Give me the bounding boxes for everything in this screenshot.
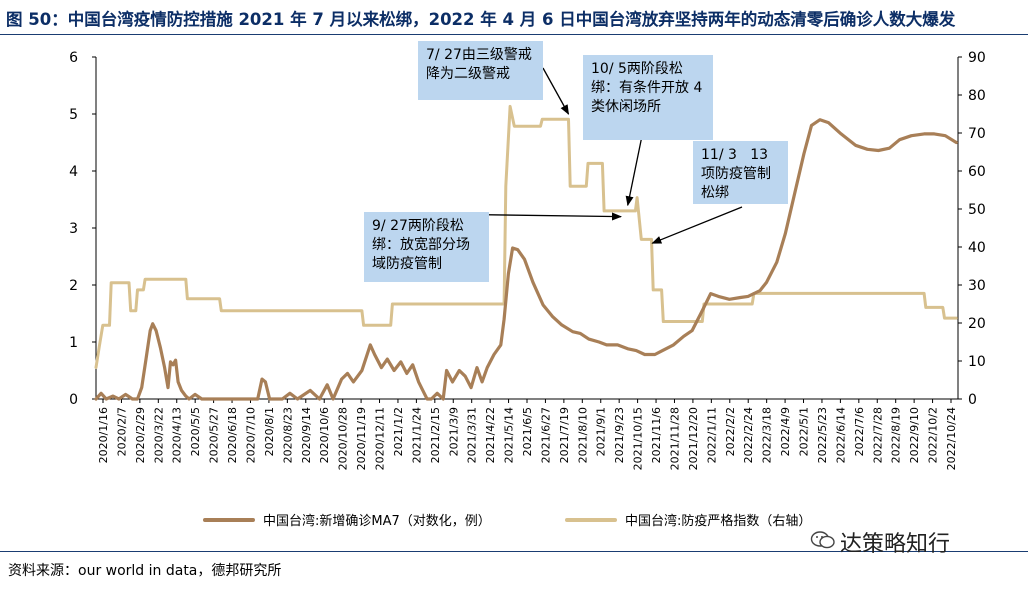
annotation-11-3: 11/ 3 13项防疫管制松绑 <box>693 141 788 204</box>
x-tick-label: 2022/8/19 <box>890 407 903 463</box>
annotation-9-27: 9/ 27两阶段松绑：放宽部分场域防疫管制 <box>364 212 489 282</box>
x-tick-label: 2022/1/11 <box>705 407 718 463</box>
x-tick-label: 2021/12/20 <box>687 407 700 470</box>
x-tick-label: 2022/10/2 <box>927 407 940 463</box>
y-left-tick-label: 2 <box>69 278 78 294</box>
x-tick-label: 2021/7/19 <box>558 407 571 463</box>
wechat-icon <box>810 531 835 549</box>
x-tick-label: 2020/5/5 <box>189 407 202 456</box>
series-layer <box>94 104 958 401</box>
series-line-stringency <box>94 104 958 369</box>
x-tick-label: 2020/10/6 <box>318 407 331 463</box>
x-tick-label: 2020/7/10 <box>244 407 257 463</box>
y-right-tick-label: 40 <box>968 240 986 256</box>
y-left-tick-label: 1 <box>69 335 78 351</box>
x-tick-label: 2021/5/14 <box>503 407 516 463</box>
x-tick-label: 2021/10/15 <box>632 407 645 470</box>
annotation-arrow <box>651 206 743 244</box>
x-tick-label: 2021/2/15 <box>429 407 442 463</box>
x-tick-label: 2022/2/24 <box>742 407 755 463</box>
x-tick-label: 2022/6/14 <box>834 407 847 463</box>
y-left-tick-label: 4 <box>69 164 78 180</box>
y-right-tick-label: 50 <box>968 202 986 218</box>
title-divider <box>0 34 1028 35</box>
x-tick-label: 2022/7/6 <box>853 407 866 456</box>
annotation-arrow <box>625 130 644 207</box>
x-tick-label: 2020/2/7 <box>115 407 128 456</box>
x-tick-label: 2022/5/23 <box>816 407 829 463</box>
y-right-tick-label: 0 <box>968 392 977 408</box>
x-tick-label: 2022/5/1 <box>798 407 811 456</box>
y-right-tick-label: 20 <box>968 316 986 332</box>
x-tick-label: 2021/1/2 <box>392 407 405 456</box>
x-tick-label: 2021/3/31 <box>466 407 479 463</box>
x-tick-label: 2021/4/22 <box>484 407 497 463</box>
x-tick-label: 2021/1/24 <box>410 407 423 463</box>
y-left-tick-label: 3 <box>69 221 78 237</box>
y-right-tick-label: 60 <box>968 164 986 180</box>
watermark: 达策略知行 <box>840 532 951 557</box>
annotation-7-27: 7/ 27由三级警戒降为二级警戒 <box>418 41 543 100</box>
x-tick-label: 2022/2/2 <box>724 407 737 456</box>
x-tick-label: 2020/10/28 <box>337 407 350 470</box>
x-tick-label: 2021/9/1 <box>595 407 608 456</box>
x-tick-label: 2022/7/28 <box>871 407 884 463</box>
x-tick-label: 2022/4/9 <box>779 407 792 456</box>
page-title: 图 50：中国台湾疫情防控措施 2021 年 7 月以来松绑，2022 年 4 … <box>6 10 956 29</box>
x-tick-label: 2020/3/22 <box>152 407 165 463</box>
x-tick-label: 2021/3/9 <box>447 407 460 456</box>
legend-label: 中国台湾:新增确诊MA7（对数化，例） <box>263 513 491 529</box>
y-left-tick-label: 5 <box>69 107 78 123</box>
y-right-tick-label: 90 <box>968 50 986 66</box>
x-tick-label: 2020/2/29 <box>134 407 147 463</box>
y-right-tick-label: 80 <box>968 88 986 104</box>
x-tick-label: 2020/4/13 <box>171 407 184 463</box>
x-tick-label: 2021/6/5 <box>521 407 534 456</box>
x-tick-label: 2021/6/27 <box>539 407 552 463</box>
y-right-tick-label: 10 <box>968 354 986 370</box>
y-left-tick-label: 0 <box>69 392 78 408</box>
x-tick-label: 2020/11/19 <box>355 407 368 470</box>
chart-legend: 中国台湾:新增确诊MA7（对数化，例） 中国台湾:防疫严格指数（右轴） <box>203 513 811 529</box>
footer-divider <box>0 551 1028 552</box>
x-tick-label: 2020/8/23 <box>281 407 294 463</box>
x-tick-label: 2021/11/28 <box>668 407 681 470</box>
x-tick-label: 2021/9/23 <box>613 407 626 463</box>
source-note: 资料来源：our world in data，德邦研究所 <box>8 563 282 579</box>
x-tick-label: 2022/3/18 <box>761 407 774 463</box>
x-tick-label: 2022/10/24 <box>945 407 958 470</box>
x-tick-label: 2020/1/16 <box>97 407 110 463</box>
x-tick-label: 2020/12/11 <box>374 407 387 470</box>
x-tick-label: 2020/6/18 <box>226 407 239 463</box>
y-right-tick-label: 30 <box>968 278 986 294</box>
x-tick-label: 2021/11/6 <box>650 407 663 463</box>
annotation-10-5: 10/ 5两阶段松绑：有条件开放 4 类休闲场所 <box>583 55 713 140</box>
y-left-tick-label: 6 <box>69 50 78 66</box>
series-line-new-cases <box>94 118 958 401</box>
y-right-tick-label: 70 <box>968 126 986 142</box>
x-tick-label: 2020/9/14 <box>300 407 313 463</box>
x-tick-label: 2022/9/10 <box>908 407 921 463</box>
annotation-arrow <box>542 67 570 115</box>
legend-label: 中国台湾:防疫严格指数（右轴） <box>625 513 811 529</box>
x-tick-label: 2020/8/1 <box>263 407 276 456</box>
x-tick-label: 2021/8/10 <box>576 407 589 463</box>
x-tick-label: 2020/5/27 <box>208 407 221 463</box>
